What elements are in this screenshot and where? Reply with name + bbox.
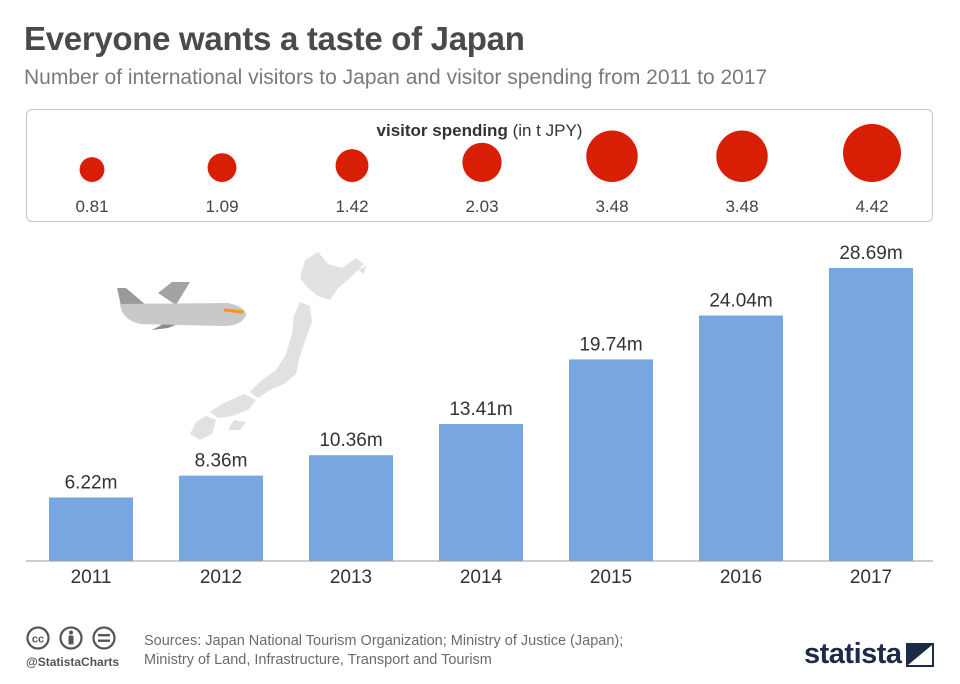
spending-value-label: 1.42 — [335, 197, 369, 216]
spending-header-unit: (in t JPY) — [512, 121, 583, 140]
x-tick-label: 2012 — [200, 567, 242, 588]
x-tick-label: 2014 — [460, 567, 503, 588]
license-icons: cc — [26, 626, 116, 650]
bar-value-label: 19.74m — [579, 334, 642, 355]
bar-2015 — [569, 359, 653, 561]
bar-2017 — [829, 268, 913, 561]
svg-text:cc: cc — [32, 634, 44, 646]
spending-circle-2013 — [335, 149, 369, 182]
x-tick-label: 2016 — [720, 567, 762, 588]
bar-2016 — [699, 315, 783, 561]
no-derivatives-icon — [92, 626, 116, 650]
bar-2012 — [179, 475, 263, 561]
spending-value-label: 1.09 — [205, 197, 239, 216]
cc-icon: cc — [26, 626, 50, 650]
spending-circle-2017 — [843, 124, 901, 182]
spending-circle-2016 — [716, 130, 768, 182]
spending-circle-2012 — [207, 153, 237, 182]
spending-header-label: visitor spending — [376, 121, 508, 140]
statista-logo-icon — [906, 643, 934, 667]
spending-circle-2011 — [79, 157, 105, 182]
bar-value-label: 28.69m — [839, 243, 902, 264]
sources-note: Sources: Japan National Tourism Organiza… — [144, 632, 744, 670]
spending-circle-2015 — [586, 130, 638, 182]
spending-circles — [79, 124, 901, 182]
bar-value-label: 8.36m — [195, 451, 248, 472]
spending-value-label: 3.48 — [595, 197, 629, 216]
bar-value-label: 13.41m — [449, 399, 512, 420]
spending-header: visitor spending (in t JPY) — [27, 121, 932, 141]
japan-map-icon — [190, 252, 366, 440]
chart-subtitle: Number of international visitors to Japa… — [24, 66, 768, 89]
attribution-icon — [59, 626, 83, 650]
spending-circle-2014 — [462, 142, 502, 182]
bar-value-label: 24.04m — [709, 290, 772, 311]
spending-value-label: 4.42 — [855, 197, 889, 216]
x-tick-label: 2015 — [590, 567, 632, 588]
bar-2011 — [49, 497, 133, 561]
spending-value-label: 3.48 — [725, 197, 759, 216]
x-tick-label: 2013 — [330, 567, 372, 588]
x-tick-label: 2017 — [850, 567, 892, 588]
sources-line-2: Ministry of Land, Infrastructure, Transp… — [144, 652, 492, 668]
spending-value-label: 2.03 — [465, 197, 499, 216]
sources-line-1: Sources: Japan National Tourism Organiza… — [144, 633, 624, 649]
bar-value-label: 6.22m — [65, 472, 118, 493]
chart-title: Everyone wants a taste of Japan — [24, 20, 525, 57]
visitors-bar-chart: 6.22m 2011 8.36m 2012 10.36m 2013 13.41m 2014 19… — [26, 243, 933, 588]
spending-value-label: 0.81 — [75, 197, 109, 216]
twitter-handle: @StatistaCharts — [26, 655, 120, 669]
bar-2013 — [309, 455, 393, 561]
bar-2014 — [439, 424, 523, 561]
bar-value-label: 10.36m — [319, 430, 382, 451]
x-tick-label: 2011 — [71, 567, 112, 588]
spending-panel: visitor spending (in t JPY) 0.81 1.09 1.42… — [26, 109, 933, 222]
airplane-icon — [117, 282, 246, 330]
statista-logo[interactable]: statista — [804, 638, 902, 670]
